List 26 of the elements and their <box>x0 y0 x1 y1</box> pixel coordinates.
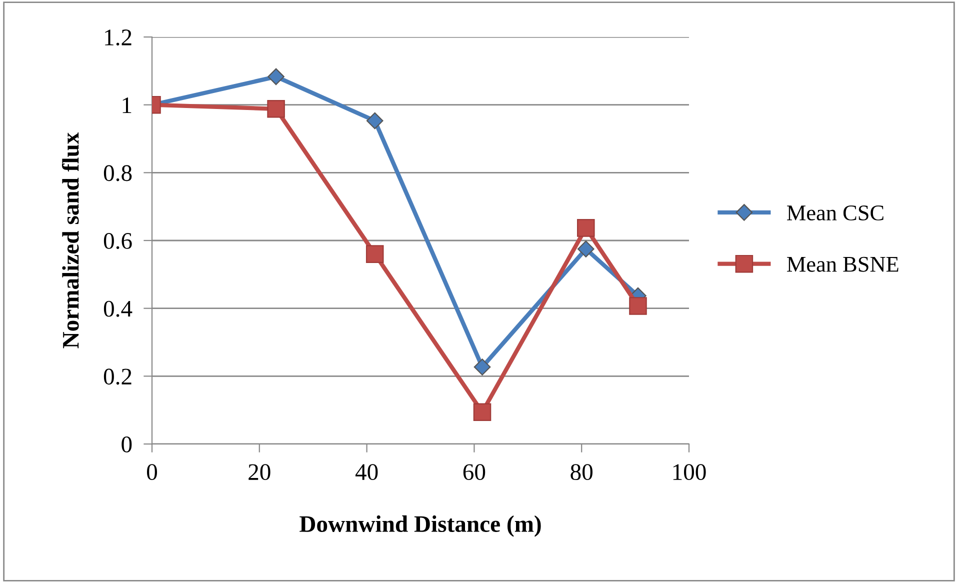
point <box>366 245 384 263</box>
point <box>366 112 384 130</box>
y-tick-label: 0.4 <box>104 300 132 317</box>
x-tick-label: 80 <box>570 464 593 480</box>
point <box>577 219 595 237</box>
y-tick-label: 0.8 <box>104 165 132 182</box>
x-tick-label: 100 <box>673 464 706 480</box>
point <box>577 240 594 258</box>
legend-label: Mean CSC <box>787 205 884 220</box>
point <box>474 358 491 376</box>
point <box>268 68 284 86</box>
y-tick-label: 0 <box>122 436 132 452</box>
point <box>267 100 285 118</box>
y-tick-label: 0.2 <box>104 368 132 385</box>
point <box>473 403 492 422</box>
y-axis-title: Normalized sand flux <box>62 132 79 348</box>
x-tick-label: 0 <box>146 464 158 480</box>
y-tick-label: 0.6 <box>104 232 132 250</box>
y-tick-label: 1 <box>122 97 132 114</box>
x-axis-title: Downwind Distance (m) <box>300 515 541 537</box>
point <box>629 297 647 315</box>
legend-label: Mean BSNE <box>787 256 898 272</box>
y-tick-label: 1.2 <box>105 30 132 46</box>
x-tick-label: 40 <box>355 464 378 480</box>
x-tick-label: 60 <box>463 464 486 480</box>
x-tick-label: 20 <box>248 464 270 480</box>
